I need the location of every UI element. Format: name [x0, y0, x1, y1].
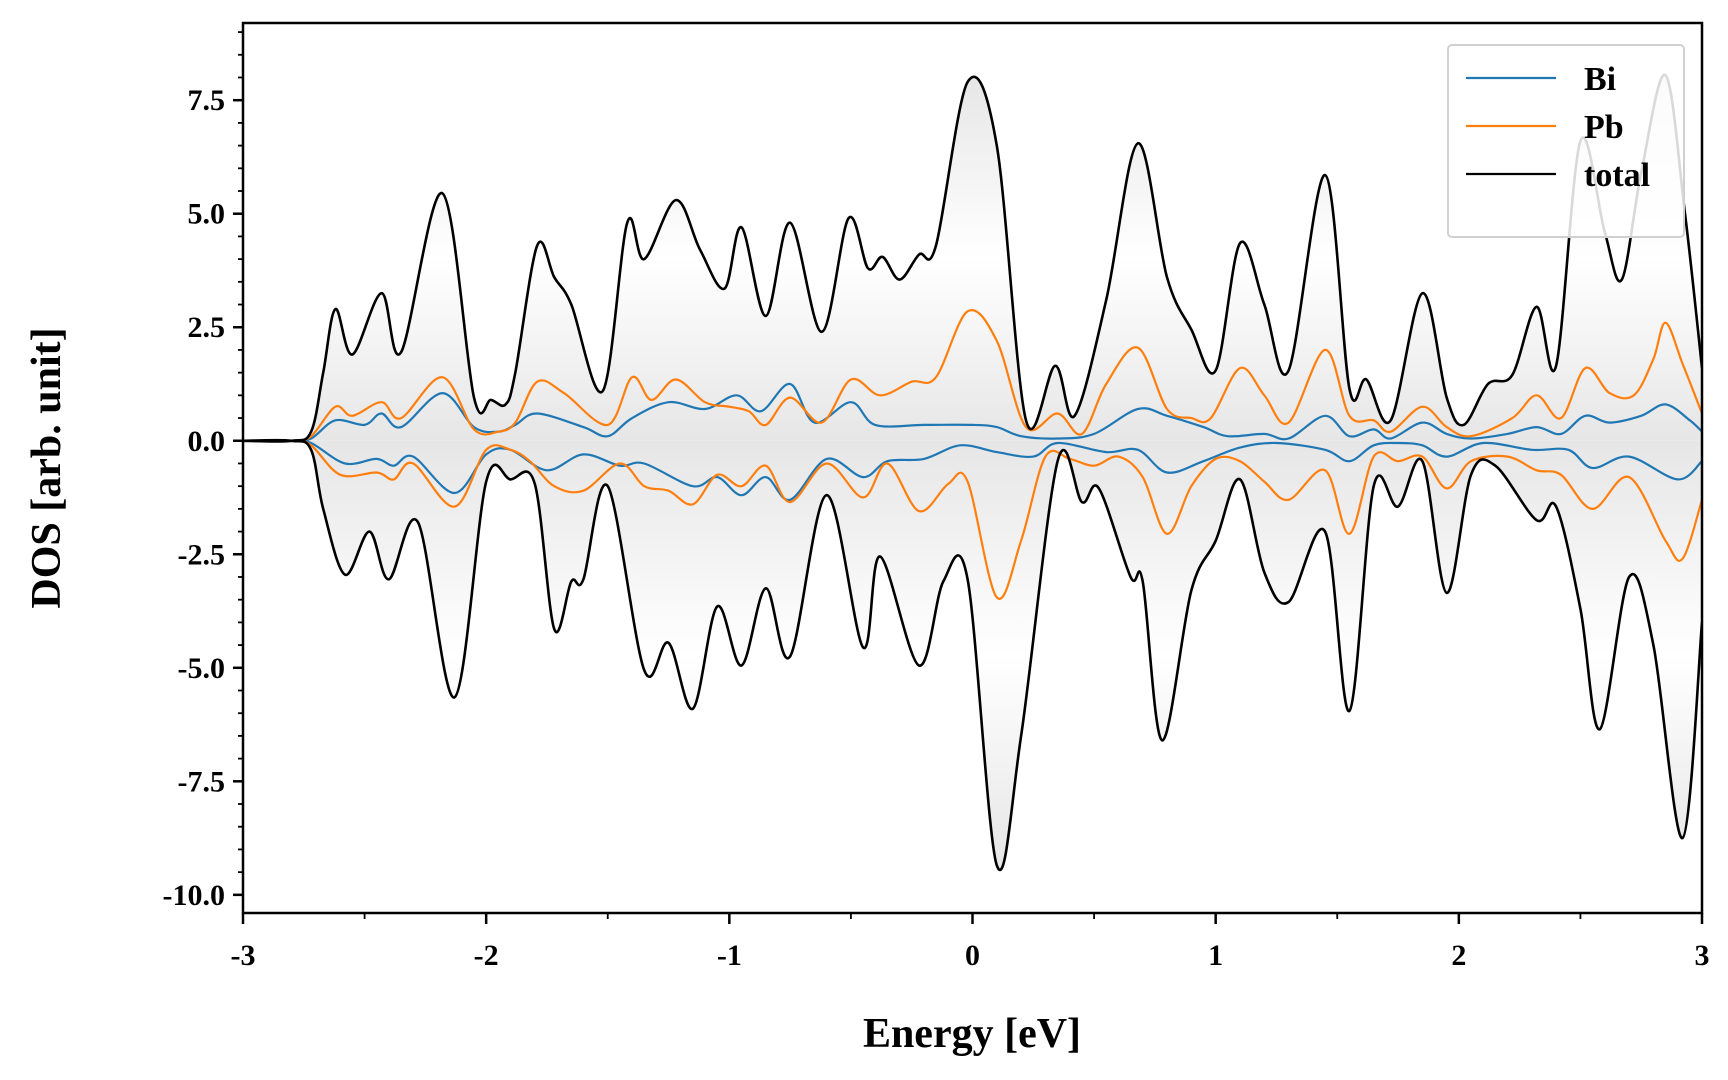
- y-tick-label: 0.0: [188, 425, 226, 458]
- x-tick-label: 1: [1208, 939, 1223, 972]
- total-fill-area: [243, 74, 1702, 870]
- y-tick-label: 7.5: [188, 84, 226, 117]
- y-axis: -10.0 -7.5 -5.0 -2.5 0.0 2.5 5.0 7.5: [163, 31, 243, 912]
- total-fill-down: [243, 440, 1702, 870]
- x-tick-label: 3: [1695, 939, 1710, 972]
- legend-label-bi: Bi: [1584, 61, 1616, 98]
- legend-label-pb: Pb: [1584, 109, 1624, 146]
- x-axis: -3 -2 -1 0 1 2 3: [231, 913, 1710, 972]
- y-tick-label: 5.0: [188, 198, 226, 231]
- y-tick-label: -10.0: [163, 879, 226, 912]
- x-tick-label: -2: [474, 939, 499, 972]
- y-tick-label: 2.5: [188, 311, 226, 344]
- total-dos-down-line: [243, 438, 1702, 872]
- pb-dos-up-line: [243, 308, 1702, 443]
- legend: Bi Pb total: [1447, 44, 1685, 238]
- total-fill-up: [243, 74, 1702, 442]
- x-axis-title: Energy [eV]: [863, 1011, 1081, 1057]
- total-dos-up-line: [243, 73, 1702, 443]
- x-tick-label: 2: [1451, 939, 1466, 972]
- x-tick-label: -3: [231, 939, 256, 972]
- x-tick-label: 0: [965, 939, 980, 972]
- x-tick-label: -1: [717, 939, 742, 972]
- y-tick-label: -5.0: [178, 652, 226, 685]
- bi-dos-down-line: [243, 439, 1702, 501]
- series-lines: [243, 73, 1702, 872]
- y-tick-label: -7.5: [178, 765, 226, 798]
- y-axis-title: DOS [arb. unit]: [24, 327, 70, 608]
- y-tick-label: -2.5: [178, 538, 226, 571]
- legend-box: [1447, 44, 1685, 238]
- legend-label-total: total: [1584, 157, 1650, 194]
- bi-dos-up-line: [243, 382, 1702, 443]
- pb-dos-down-line: [243, 439, 1702, 600]
